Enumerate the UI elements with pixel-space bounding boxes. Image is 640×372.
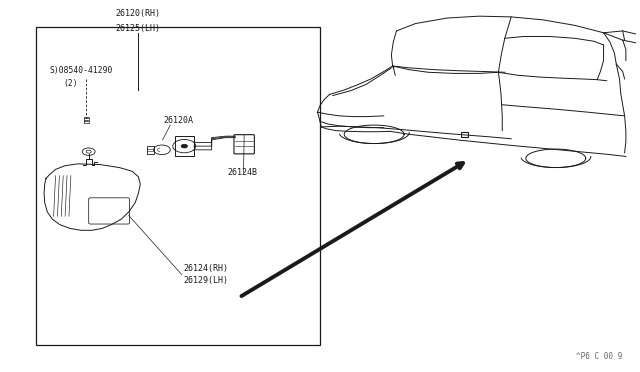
Text: 26120(RH): 26120(RH) — [116, 9, 161, 18]
Text: 26129(LH): 26129(LH) — [183, 276, 228, 285]
Text: 26120A: 26120A — [164, 116, 194, 125]
Bar — [461, 132, 468, 137]
Bar — [175, 136, 194, 157]
Bar — [36, 27, 320, 345]
Bar — [147, 146, 154, 154]
Text: S)08540-41290: S)08540-41290 — [49, 66, 113, 75]
Bar — [84, 116, 89, 123]
Text: (2): (2) — [63, 79, 78, 88]
Text: 26124(RH): 26124(RH) — [183, 264, 228, 273]
Text: 26125(LH): 26125(LH) — [116, 24, 161, 33]
Text: ^P6 C 00 9: ^P6 C 00 9 — [577, 352, 623, 361]
Circle shape — [181, 144, 188, 148]
Text: 26124B: 26124B — [228, 168, 258, 177]
